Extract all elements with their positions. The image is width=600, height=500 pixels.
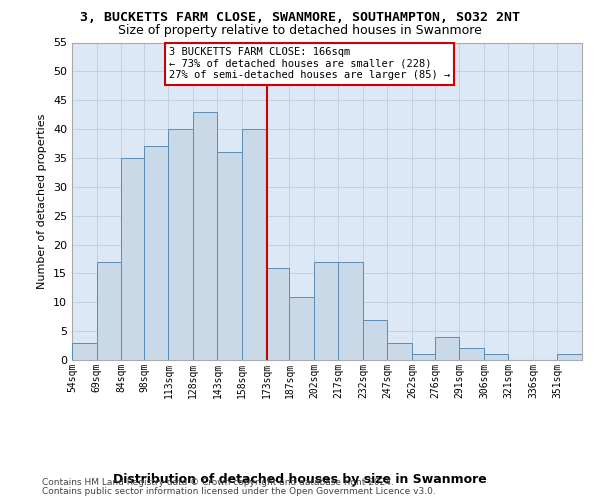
- Bar: [242, 129, 266, 360]
- Bar: [314, 262, 338, 360]
- Text: 3, BUCKETTS FARM CLOSE, SWANMORE, SOUTHAMPTON, SO32 2NT: 3, BUCKETTS FARM CLOSE, SWANMORE, SOUTHA…: [80, 11, 520, 24]
- Bar: [72, 342, 97, 360]
- Bar: [289, 296, 314, 360]
- Bar: [144, 146, 169, 360]
- Bar: [460, 348, 484, 360]
- Bar: [338, 262, 363, 360]
- Bar: [266, 268, 289, 360]
- Bar: [169, 129, 193, 360]
- Text: Distribution of detached houses by size in Swanmore: Distribution of detached houses by size …: [113, 472, 487, 486]
- Bar: [193, 112, 217, 360]
- Text: Contains HM Land Registry data © Crown copyright and database right 2024.: Contains HM Land Registry data © Crown c…: [42, 478, 394, 487]
- Bar: [363, 320, 388, 360]
- Bar: [435, 337, 460, 360]
- Bar: [388, 342, 412, 360]
- Bar: [412, 354, 435, 360]
- Bar: [217, 152, 242, 360]
- Text: Contains public sector information licensed under the Open Government Licence v3: Contains public sector information licen…: [42, 487, 436, 496]
- Text: 3 BUCKETTS FARM CLOSE: 166sqm
← 73% of detached houses are smaller (228)
27% of : 3 BUCKETTS FARM CLOSE: 166sqm ← 73% of d…: [169, 48, 450, 80]
- Bar: [484, 354, 508, 360]
- Y-axis label: Number of detached properties: Number of detached properties: [37, 114, 47, 289]
- Bar: [557, 354, 582, 360]
- Text: Size of property relative to detached houses in Swanmore: Size of property relative to detached ho…: [118, 24, 482, 37]
- Bar: [121, 158, 144, 360]
- Bar: [97, 262, 121, 360]
